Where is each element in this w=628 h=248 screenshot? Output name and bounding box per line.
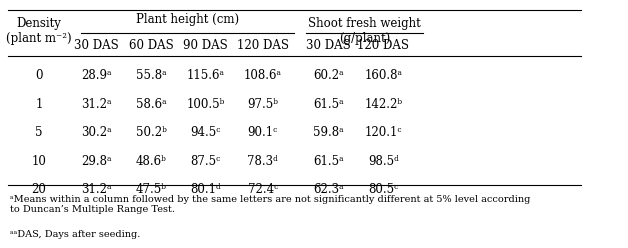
Text: 120.1ᶜ: 120.1ᶜ bbox=[364, 126, 402, 139]
Text: 5: 5 bbox=[35, 126, 43, 139]
Text: 29.8ᵃ: 29.8ᵃ bbox=[81, 155, 112, 168]
Text: 30.2ᵃ: 30.2ᵃ bbox=[81, 126, 112, 139]
Text: Plant height (cm): Plant height (cm) bbox=[136, 13, 239, 26]
Text: 28.9ᵃ: 28.9ᵃ bbox=[81, 69, 112, 82]
Text: 30 DAS: 30 DAS bbox=[306, 39, 351, 52]
Text: 90 DAS: 90 DAS bbox=[183, 39, 228, 52]
Text: 30 DAS: 30 DAS bbox=[74, 39, 119, 52]
Text: 100.5ᵇ: 100.5ᵇ bbox=[187, 98, 225, 111]
Text: 80.1ᵈ: 80.1ᵈ bbox=[190, 183, 221, 196]
Text: 55.8ᵃ: 55.8ᵃ bbox=[136, 69, 166, 82]
Text: 120 DAS: 120 DAS bbox=[357, 39, 409, 52]
Text: 72.4ᶜ: 72.4ᶜ bbox=[247, 183, 278, 196]
Text: 58.6ᵃ: 58.6ᵃ bbox=[136, 98, 166, 111]
Text: ᵃᵃDAS, Days after seeding.: ᵃᵃDAS, Days after seeding. bbox=[11, 230, 141, 239]
Text: 10: 10 bbox=[31, 155, 46, 168]
Text: 31.2ᵃ: 31.2ᵃ bbox=[81, 183, 112, 196]
Text: 80.5ᶜ: 80.5ᶜ bbox=[368, 183, 398, 196]
Text: 20: 20 bbox=[31, 183, 46, 196]
Text: 60 DAS: 60 DAS bbox=[129, 39, 173, 52]
Text: Density
(plant m⁻²): Density (plant m⁻²) bbox=[6, 17, 72, 45]
Text: 160.8ᵃ: 160.8ᵃ bbox=[364, 69, 403, 82]
Text: 50.2ᵇ: 50.2ᵇ bbox=[136, 126, 166, 139]
Text: 142.2ᵇ: 142.2ᵇ bbox=[364, 98, 403, 111]
Text: 94.5ᶜ: 94.5ᶜ bbox=[190, 126, 220, 139]
Text: 47.5ᵇ: 47.5ᵇ bbox=[136, 183, 166, 196]
Text: 98.5ᵈ: 98.5ᵈ bbox=[368, 155, 399, 168]
Text: 108.6ᵃ: 108.6ᵃ bbox=[244, 69, 282, 82]
Text: 59.8ᵃ: 59.8ᵃ bbox=[313, 126, 344, 139]
Text: 90.1ᶜ: 90.1ᶜ bbox=[247, 126, 278, 139]
Text: ᵃMeans within a column followed by the same letters are not significantly differ: ᵃMeans within a column followed by the s… bbox=[11, 195, 531, 214]
Text: 0: 0 bbox=[35, 69, 43, 82]
Text: 60.2ᵃ: 60.2ᵃ bbox=[313, 69, 344, 82]
Text: 31.2ᵃ: 31.2ᵃ bbox=[81, 98, 112, 111]
Text: 120 DAS: 120 DAS bbox=[237, 39, 289, 52]
Text: 115.6ᵃ: 115.6ᵃ bbox=[187, 69, 224, 82]
Text: 62.3ᵃ: 62.3ᵃ bbox=[313, 183, 344, 196]
Text: 61.5ᵃ: 61.5ᵃ bbox=[313, 98, 344, 111]
Text: 61.5ᵃ: 61.5ᵃ bbox=[313, 155, 344, 168]
Text: 87.5ᶜ: 87.5ᶜ bbox=[190, 155, 220, 168]
Text: 1: 1 bbox=[35, 98, 43, 111]
Text: 97.5ᵇ: 97.5ᵇ bbox=[247, 98, 278, 111]
Text: 48.6ᵇ: 48.6ᵇ bbox=[136, 155, 166, 168]
Text: Shoot fresh weight
(g/plant): Shoot fresh weight (g/plant) bbox=[308, 17, 421, 45]
Text: 78.3ᵈ: 78.3ᵈ bbox=[247, 155, 278, 168]
